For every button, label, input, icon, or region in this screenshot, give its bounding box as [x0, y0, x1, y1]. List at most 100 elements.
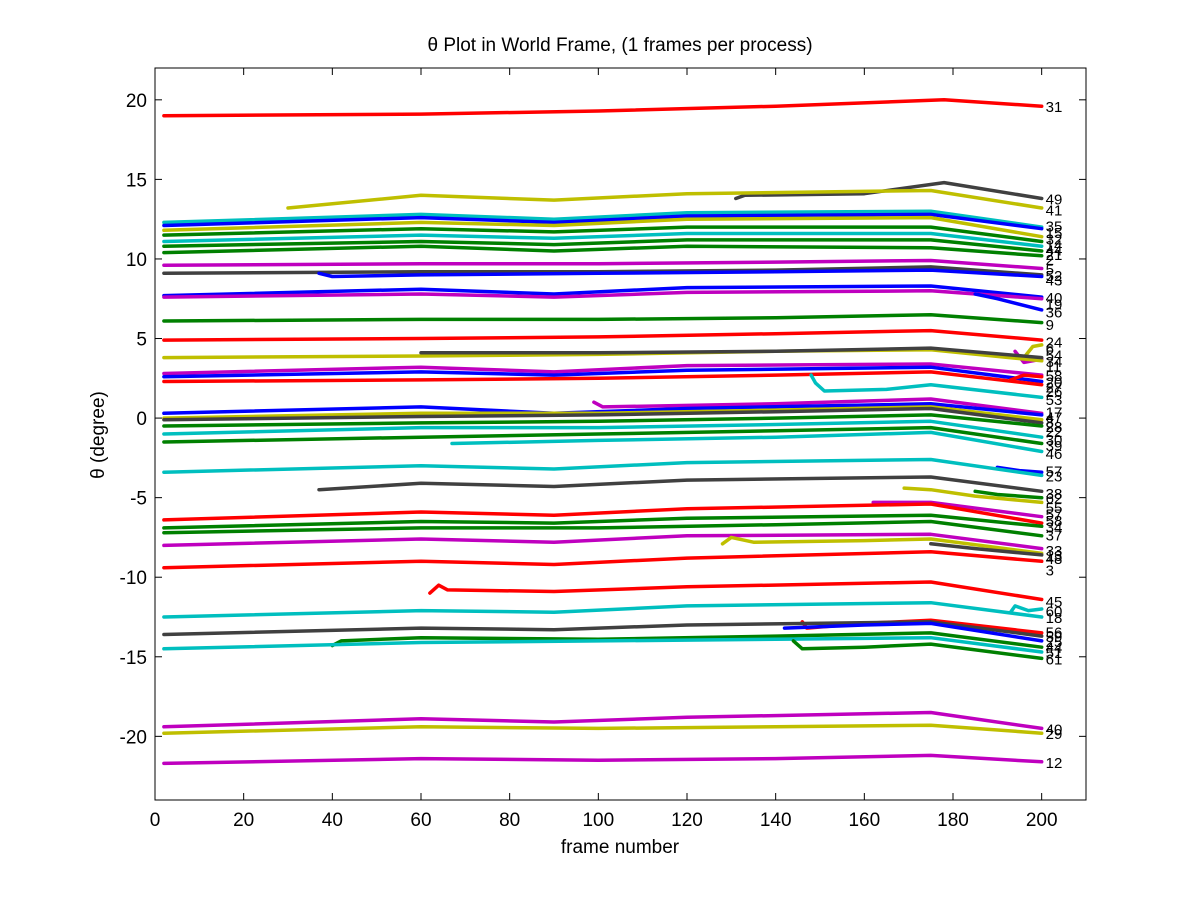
series-line-61-56 — [791, 639, 1044, 661]
series-line-40-13 — [162, 284, 1044, 299]
y-axis-label: θ (degree) — [88, 391, 109, 479]
series-line-14-6 — [162, 225, 1044, 244]
line-label-46-34: 46 — [1046, 446, 1063, 463]
x-tick-label-0: 0 — [150, 810, 161, 831]
series-line-25-53 — [782, 621, 1044, 643]
line-label-58-22: 58 — [1046, 368, 1063, 385]
line-label-43-12: 43 — [1046, 273, 1063, 290]
series-line-45-48 — [428, 580, 1044, 602]
series-line-28-30 — [162, 406, 1044, 425]
series-line-22-31 — [162, 413, 1044, 428]
series-line-21-8 — [162, 238, 1044, 253]
line-label-53-26: 53 — [1046, 392, 1063, 409]
series-line-41-2 — [286, 188, 1044, 210]
series-line-62-38 — [973, 489, 1044, 500]
y-tick-label--10: -10 — [120, 568, 147, 589]
series-line-12-59 — [162, 753, 1044, 766]
series-line-23-36 — [162, 457, 1044, 478]
series-line-11-21 — [419, 346, 1044, 360]
series-line-49-1 — [734, 180, 1044, 201]
series-line-29-58 — [162, 723, 1044, 735]
line-label-27-24: 27 — [1046, 379, 1063, 396]
series-line-46-34 — [450, 430, 1044, 454]
series-line-58-22 — [162, 362, 1044, 377]
series-line-6-18 — [1022, 343, 1044, 360]
x-tick-label-80: 80 — [499, 810, 520, 831]
line-label-32-5: 32 — [1046, 231, 1063, 248]
series-line-60-49 — [1008, 604, 1044, 614]
x-tick-label-60: 60 — [410, 810, 431, 831]
series-line-47-28 — [162, 402, 1044, 417]
line-label-23-36: 23 — [1046, 468, 1063, 485]
series-line-9-16 — [162, 312, 1044, 325]
series-line-18-50 — [162, 600, 1044, 619]
series-line-53-26 — [809, 373, 1044, 400]
line-end-labels: 3149413515321444212552434019369246543411… — [1046, 99, 1063, 772]
line-label-8-29: 8 — [1046, 414, 1054, 431]
line-label-34-20: 34 — [1046, 354, 1063, 371]
series-line-5-10 — [162, 258, 1044, 271]
line-label-62-38: 62 — [1046, 491, 1063, 508]
line-label-57-40: 57 — [1046, 507, 1063, 524]
x-tick-label-180: 180 — [937, 810, 969, 831]
series-line-19-14 — [162, 289, 1044, 301]
line-label-41-2: 41 — [1046, 203, 1063, 220]
y-tick-label--20: -20 — [120, 727, 147, 748]
series-line-51-55 — [162, 635, 1044, 654]
series-line-39-33 — [162, 425, 1044, 446]
x-tick-label-120: 120 — [671, 810, 703, 831]
series-line-32-5 — [162, 215, 1044, 239]
series-line-43-12 — [317, 268, 1044, 279]
series-line-34-42 — [162, 513, 1044, 530]
series-line-37-43 — [162, 519, 1044, 538]
x-tick-label-160: 160 — [848, 810, 880, 831]
line-label-2-9: 2 — [1046, 252, 1054, 269]
line-label-22-31: 22 — [1046, 424, 1063, 441]
y-tick-label--5: -5 — [130, 489, 147, 510]
x-tick-label-40: 40 — [322, 810, 343, 831]
series-line-24-17 — [162, 328, 1044, 342]
series-line-30-32 — [162, 419, 1044, 439]
line-label-36-15: 36 — [1046, 304, 1063, 321]
y-tick-label-10: 10 — [126, 250, 147, 271]
line-label-18-50: 18 — [1046, 610, 1063, 627]
line-label-20-23: 20 — [1046, 374, 1063, 391]
line-label-37-43: 37 — [1046, 527, 1063, 544]
series-line-13-45 — [720, 535, 1044, 556]
line-label-17-27: 17 — [1046, 405, 1063, 422]
y-tick-label--15: -15 — [120, 648, 147, 669]
series-line-36-15 — [973, 292, 1044, 312]
y-tick-label-5: 5 — [136, 330, 147, 351]
line-label-39-33: 39 — [1046, 438, 1063, 455]
line-label-58-41: 58 — [1046, 513, 1063, 530]
series-line-33-44 — [162, 532, 1044, 551]
line-label-6-18: 6 — [1046, 341, 1054, 358]
x-tick-label-100: 100 — [582, 810, 614, 831]
line-label-30-32: 30 — [1046, 432, 1063, 449]
line-label-56-51: 56 — [1046, 624, 1063, 641]
line-label-38-37: 38 — [1046, 486, 1063, 503]
series-line-48-46 — [929, 542, 1044, 557]
line-label-13-45: 13 — [1046, 548, 1063, 565]
y-tick-label-20: 20 — [126, 91, 147, 112]
series-line-40-57 — [162, 710, 1044, 731]
line-label-31-0: 31 — [1046, 99, 1063, 116]
series-line-44-7 — [162, 231, 1044, 248]
line-label-45-48: 45 — [1046, 594, 1063, 611]
plot-frame — [154, 67, 1087, 801]
series-line-58-41 — [162, 502, 1044, 525]
series-line-59-52 — [162, 620, 1044, 638]
series-line-20-23 — [162, 365, 1044, 384]
y-tick-label-0: 0 — [136, 409, 147, 430]
series-line-17-27 — [592, 397, 1044, 416]
series-lines — [162, 98, 1044, 766]
line-label-26-25: 26 — [1046, 384, 1063, 401]
series-line-26-25 — [1008, 373, 1044, 382]
line-label-44-54: 44 — [1046, 640, 1063, 657]
x-axis-label: frame number — [561, 837, 680, 858]
y-tick-label-15: 15 — [126, 170, 147, 191]
series-line-31-0 — [162, 98, 1044, 118]
line-label-28-30: 28 — [1046, 419, 1063, 436]
